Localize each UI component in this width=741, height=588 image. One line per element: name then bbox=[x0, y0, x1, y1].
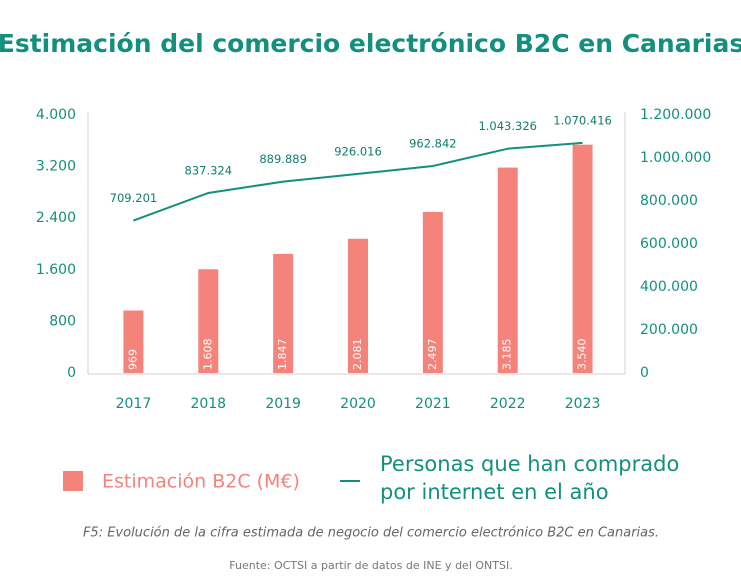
y2-tick-label: 200.000 bbox=[640, 322, 698, 338]
x-tick-label: 2022 bbox=[490, 396, 526, 412]
y-tick-label: 4.000 bbox=[36, 107, 76, 123]
line-value-label: 1.043.326 bbox=[478, 119, 537, 133]
bar bbox=[123, 310, 144, 373]
bar-value-label: 2.497 bbox=[426, 339, 439, 371]
bar bbox=[348, 238, 368, 373]
y-tick-label: 2.400 bbox=[36, 210, 76, 226]
y2-tick-label: 0 bbox=[640, 365, 649, 381]
bar bbox=[572, 144, 593, 373]
bar bbox=[273, 253, 294, 373]
x-tick-label: 2019 bbox=[265, 396, 301, 412]
y2-tick-label: 800.000 bbox=[640, 193, 698, 209]
y2-tick-label: 1.200.000 bbox=[640, 107, 711, 123]
x-tick-label: 2017 bbox=[116, 396, 152, 412]
line bbox=[133, 141, 583, 222]
y-tick-label: 1.600 bbox=[36, 262, 76, 278]
y2-tick-label: 600.000 bbox=[640, 236, 698, 252]
bar-value-label: 3.540 bbox=[576, 339, 589, 371]
bar-value-label: 969 bbox=[126, 349, 139, 370]
y2-tick-label: 1.000.000 bbox=[640, 150, 711, 166]
bar bbox=[497, 167, 518, 373]
y2-tick-label: 400.000 bbox=[640, 279, 698, 295]
line-value-label: 889.889 bbox=[259, 152, 307, 166]
x-tick-label: 2021 bbox=[415, 396, 451, 412]
y-tick-label: 0 bbox=[67, 365, 76, 381]
y-tick-label: 800 bbox=[49, 313, 76, 329]
source: Fuente: OCTSI a partir de datos de INE y… bbox=[229, 559, 512, 572]
bar-value-label: 1.608 bbox=[201, 339, 214, 371]
y-tick-label: 3.200 bbox=[36, 159, 76, 175]
x-tick-label: 2023 bbox=[565, 396, 601, 412]
line-value-label: 962.842 bbox=[409, 136, 457, 150]
bar bbox=[422, 211, 443, 373]
line-value-label: 837.324 bbox=[185, 163, 233, 177]
caption: F5: Evolución de la cifra estimada de ne… bbox=[83, 526, 659, 541]
bar-value-label: 2.081 bbox=[351, 339, 364, 371]
chart-title: Estimación del comercio electrónico B2C … bbox=[0, 29, 741, 58]
line-value-label: 926.016 bbox=[334, 144, 382, 158]
bar-value-label: 1.847 bbox=[276, 339, 289, 371]
legend-line-text: Personas que han comprado por internet e… bbox=[380, 452, 680, 504]
legend-bar-swatch bbox=[63, 471, 83, 491]
legend-bar-text: Estimación B2C (M€) bbox=[102, 471, 300, 493]
x-tick-label: 2020 bbox=[340, 396, 376, 412]
x-tick-label: 2018 bbox=[190, 396, 226, 412]
line-value-label: 1.070.416 bbox=[553, 113, 612, 127]
bar bbox=[198, 269, 219, 373]
line-value-label: 709.201 bbox=[110, 191, 158, 205]
bar-value-label: 3.185 bbox=[501, 339, 514, 371]
